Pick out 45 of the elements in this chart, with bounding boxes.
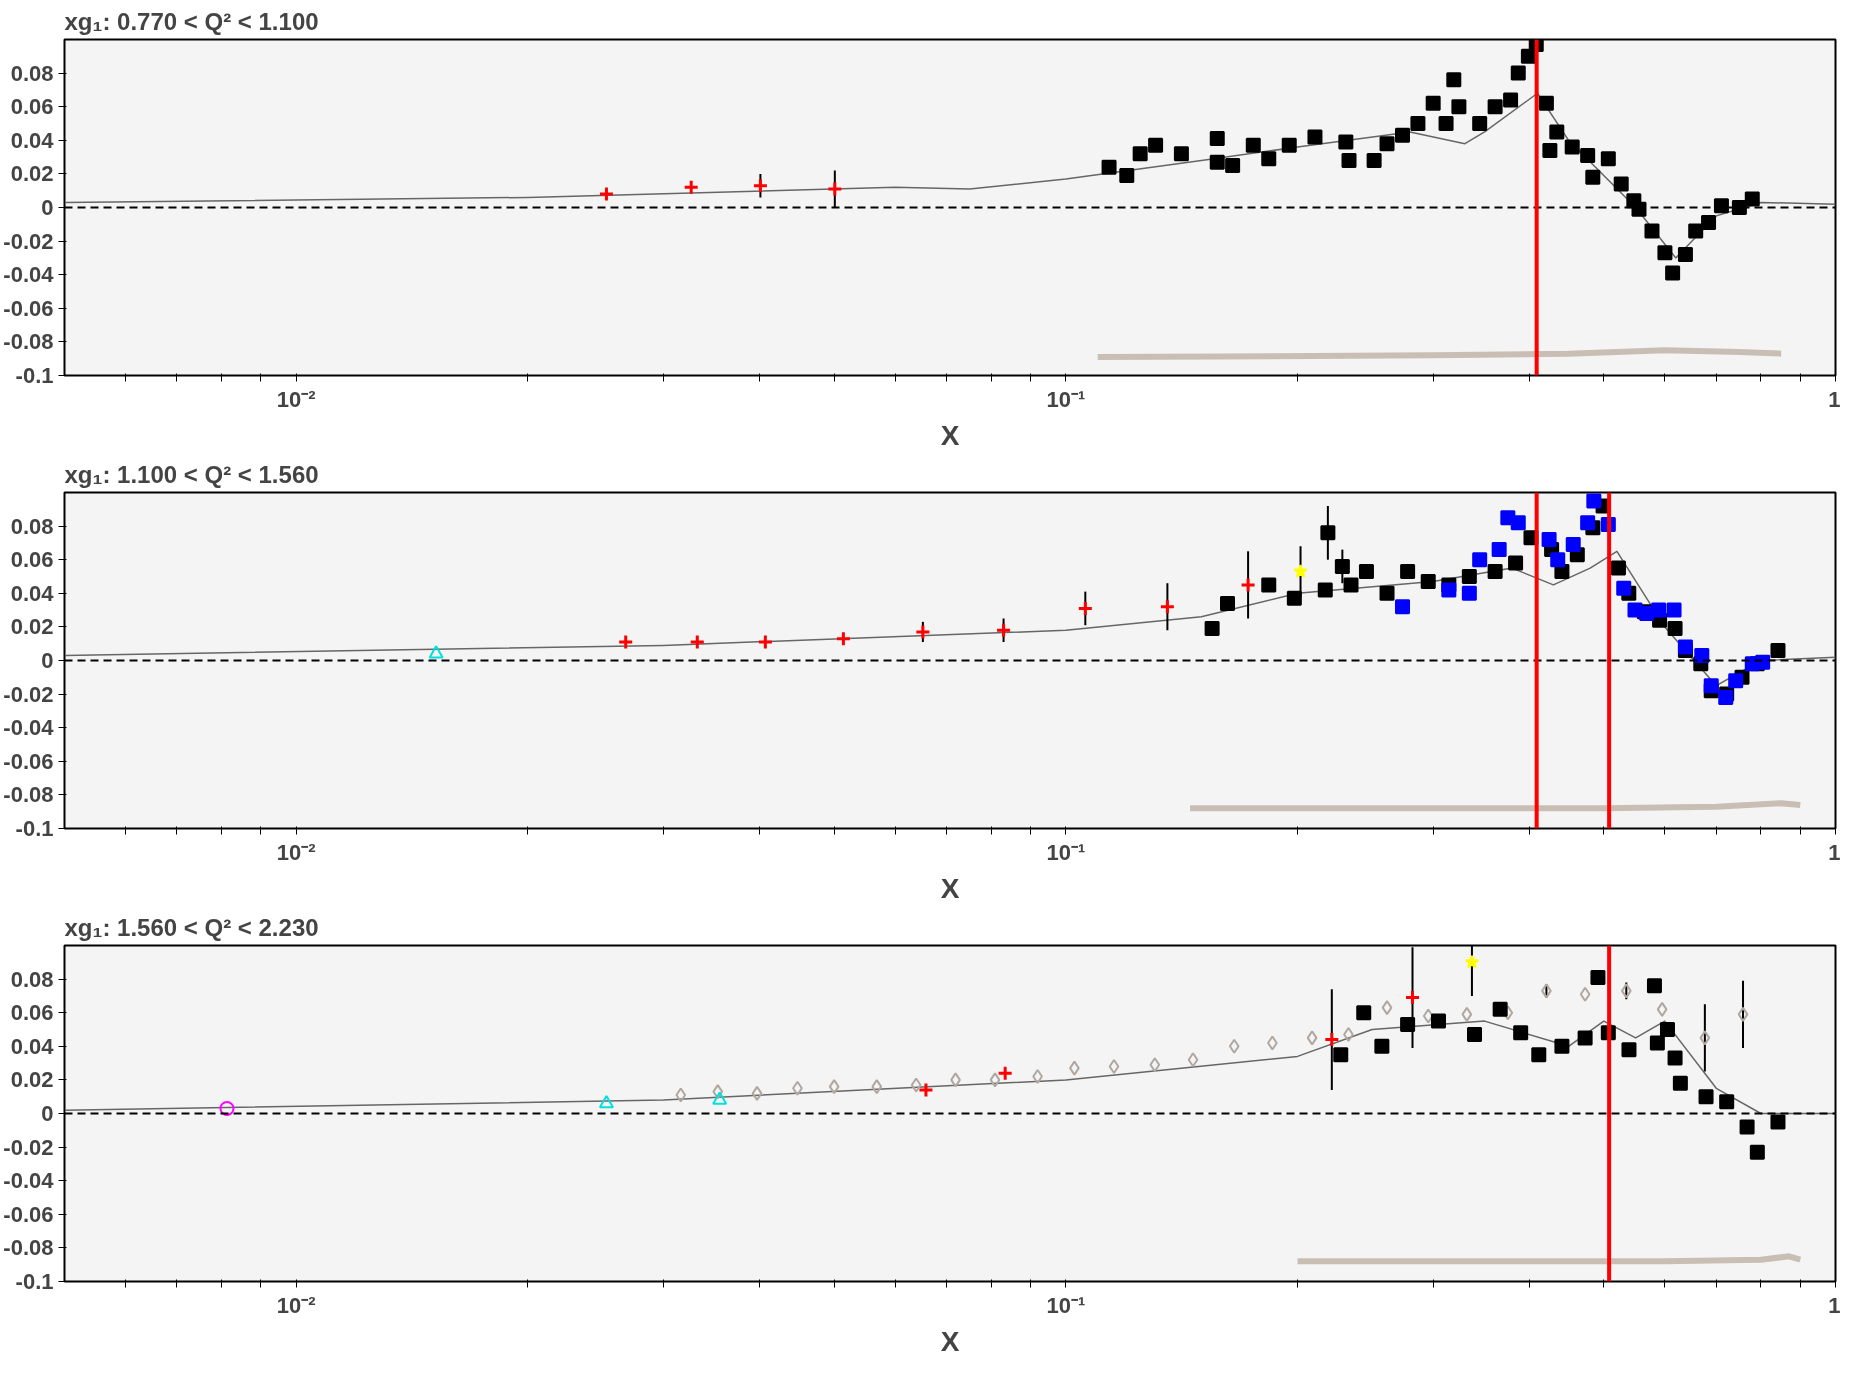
x-axis-title: X xyxy=(940,872,960,904)
y-tick-label: -0.08 xyxy=(3,782,54,808)
y-tick-label: -0.02 xyxy=(3,1134,54,1160)
x-tick-label: 10⁻¹ xyxy=(1046,386,1086,412)
y-tick-label: -0.02 xyxy=(3,681,54,707)
y-tick-label: 0 xyxy=(41,1101,54,1126)
y-tick-label: 0 xyxy=(41,648,54,673)
x-axis-title: X xyxy=(940,419,960,451)
y-tick-label: 0.04 xyxy=(10,127,55,153)
x-tick-label: 10⁻¹ xyxy=(1046,839,1086,865)
x-tick-label: 10⁻² xyxy=(276,386,316,412)
y-tick-label: -0.1 xyxy=(15,816,54,841)
y-tick-label: 0.06 xyxy=(10,94,54,120)
y-tick-label: -0.04 xyxy=(3,262,55,288)
x-tick-label: 1 xyxy=(1828,386,1841,412)
x-tick-label: 1 xyxy=(1828,1292,1841,1318)
y-tick-label: -0.04 xyxy=(3,715,55,741)
y-tick-label: -0.04 xyxy=(3,1168,55,1194)
y-tick-label: -0.1 xyxy=(15,1269,54,1294)
y-tick-label: 0.04 xyxy=(10,1033,55,1059)
x-tick-label: 10⁻² xyxy=(276,839,316,865)
y-tick-label: 0.06 xyxy=(10,1000,54,1026)
y-tick-label: -0.06 xyxy=(3,295,54,321)
y-tick-label: -0.06 xyxy=(3,1201,54,1227)
y-tick-label: 0.02 xyxy=(10,614,54,640)
y-tick-label: -0.08 xyxy=(3,1235,54,1261)
y-tick-label: 0.08 xyxy=(10,966,54,992)
chart-title: xg₁: 0.770 < Q² < 1.100 xyxy=(64,7,319,35)
y-tick-label: -0.1 xyxy=(15,363,54,388)
y-tick-label: 0.04 xyxy=(10,580,55,606)
y-tick-label: 0 xyxy=(41,195,54,220)
x-tick-label: 1 xyxy=(1828,839,1841,865)
y-tick-label: 0.02 xyxy=(10,161,54,187)
y-tick-label: -0.06 xyxy=(3,748,54,774)
chart-title: xg₁: 1.560 < Q² < 2.230 xyxy=(64,913,319,941)
y-tick-label: 0.02 xyxy=(10,1067,54,1093)
y-tick-label: 0.08 xyxy=(10,60,54,86)
y-tick-label: -0.08 xyxy=(3,329,54,355)
chart-title: xg₁: 1.100 < Q² < 1.560 xyxy=(64,460,319,488)
y-tick-label: 0.08 xyxy=(10,513,54,539)
y-tick-label: 0.06 xyxy=(10,547,54,573)
y-tick-label: -0.02 xyxy=(3,228,54,254)
x-tick-label: 10⁻² xyxy=(276,1292,316,1318)
x-axis-title: X xyxy=(940,1325,960,1357)
x-tick-label: 10⁻¹ xyxy=(1046,1292,1086,1318)
